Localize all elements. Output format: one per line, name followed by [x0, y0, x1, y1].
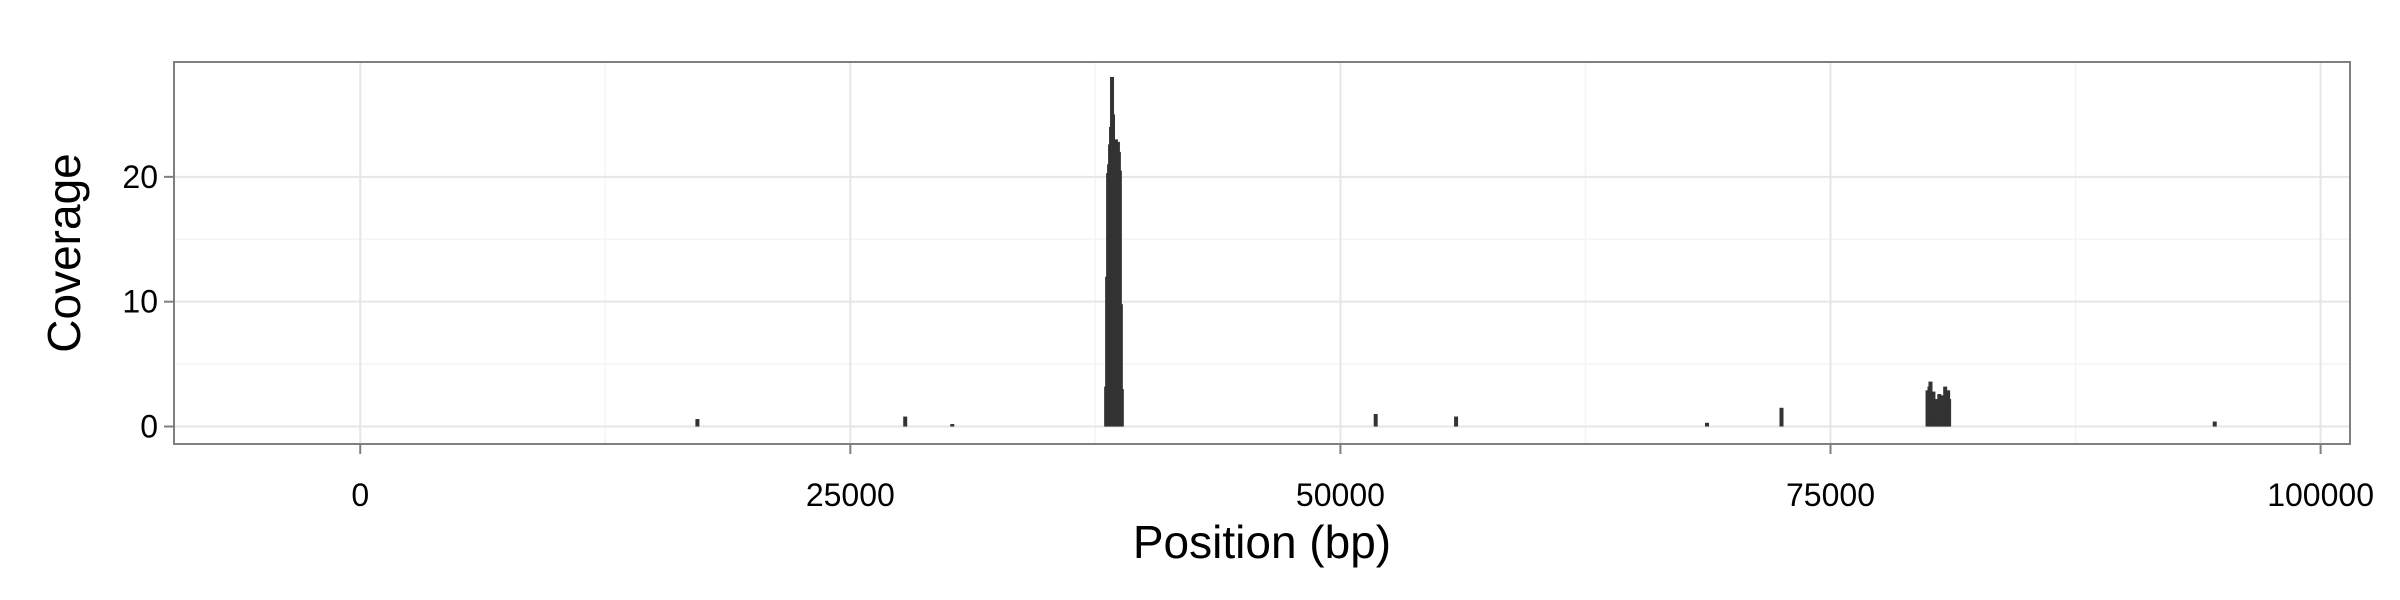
- coverage-bar: [903, 416, 908, 427]
- coverage-bars: [695, 76, 2217, 427]
- coverage-bar: [1118, 304, 1123, 427]
- x-tick-label: 75000: [1786, 477, 1875, 513]
- coverage-bar: [695, 419, 700, 427]
- panel-background: [174, 62, 2350, 444]
- coverage-bar: [1705, 422, 1710, 427]
- x-axis-title: Position (bp): [1133, 516, 1391, 568]
- axis-ticks: [164, 175, 2322, 454]
- coverage-bar: [950, 424, 955, 427]
- x-tick-label: 0: [351, 477, 369, 513]
- panel-border: [173, 61, 2351, 445]
- x-tick-label: 25000: [806, 477, 895, 513]
- coverage-bar: [1117, 170, 1122, 427]
- axis-tick-labels: 0 25000 50000 75000 100000 0 10 20: [122, 159, 2374, 513]
- coverage-bar: [1779, 407, 1784, 427]
- major-gridlines: [174, 62, 2350, 444]
- minor-gridlines: [174, 62, 2350, 444]
- x-tick-label: 50000: [1296, 477, 1385, 513]
- y-axis-title: Coverage: [38, 153, 90, 352]
- y-tick-label: 20: [122, 159, 158, 195]
- coverage-bar: [1119, 389, 1124, 427]
- coverage-bar: [1947, 399, 1952, 427]
- y-tick-label: 10: [122, 284, 158, 320]
- y-tick-label: 0: [140, 409, 158, 445]
- coverage-bar: [2212, 421, 2217, 427]
- coverage-bar: [1373, 414, 1378, 427]
- coverage-bar: [1454, 416, 1459, 427]
- x-tick-label: 100000: [2267, 477, 2374, 513]
